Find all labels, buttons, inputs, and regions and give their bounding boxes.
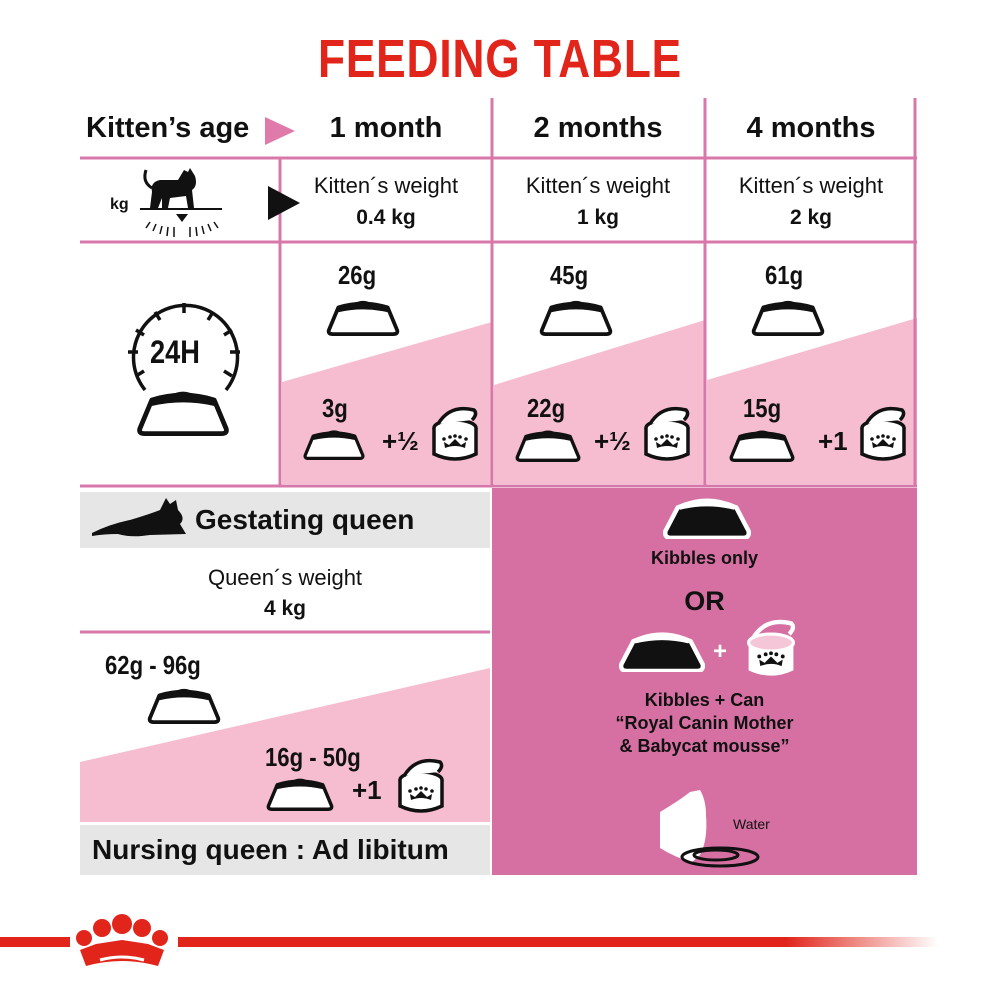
water-label: Water — [733, 816, 770, 832]
page-title: FEEDING TABLE — [317, 29, 683, 89]
column-header-4-months: 4 months — [746, 112, 876, 144]
bowl-icon — [140, 392, 227, 434]
weight-label: Kitten´s weight — [738, 173, 884, 198]
mixed-kibbles-amount: 3g — [322, 393, 348, 423]
nursing-queen-label: Nursing queen : Ad libitum — [92, 834, 449, 865]
queen-mixed-kibbles-amount: 16g - 50g — [265, 742, 361, 772]
queen-weight-label: Queen´s weight — [207, 565, 363, 590]
lying-cat-icon — [92, 498, 186, 537]
can-portion: +½ — [382, 426, 419, 456]
mixed-kibbles-amount: 22g — [527, 393, 566, 423]
bowl-icon — [515, 428, 581, 462]
bowl-icon — [326, 298, 400, 336]
or-label: OR — [684, 586, 725, 616]
age-arrow-icon — [265, 117, 295, 145]
kibbles-only-amount: 61g — [765, 260, 804, 290]
can-portion: +1 — [818, 426, 848, 456]
bowl-icon — [539, 298, 613, 336]
plus-sign: + — [713, 638, 728, 665]
mixed-diet-band-queen — [80, 668, 490, 822]
clock-24h-label: 24H — [150, 334, 200, 370]
column-header-2-months: 2 months — [533, 112, 663, 144]
nursing-bar — [80, 825, 490, 875]
weight-label: Kitten´s weight — [313, 173, 459, 198]
product-name-line2: & Babycat mousse” — [619, 736, 790, 756]
bowl-icon — [303, 428, 365, 460]
kitten-age-label: Kitten’s age — [86, 112, 250, 144]
mixed-kibbles-amount: 15g — [743, 393, 782, 423]
footer-red-line-right — [178, 937, 938, 947]
weight-value: 0.4 kg — [356, 206, 416, 229]
column-header-1-month: 1 month — [329, 112, 443, 144]
gestating-queen-label: Gestating queen — [195, 504, 415, 535]
can-portion: +½ — [594, 426, 631, 456]
queen-weight-value: 4 kg — [263, 597, 307, 620]
kitten-on-scale-icon — [140, 168, 222, 237]
clock-24h-icon — [128, 303, 240, 392]
weight-value: 1 kg — [576, 206, 620, 229]
kibbles-can-label: Kibbles + Can — [644, 690, 765, 710]
product-name-line1: “Royal Canin Mother — [615, 713, 794, 733]
weight-arrow-icon — [268, 186, 300, 220]
royal-canin-crown-logo — [76, 914, 168, 966]
queen-kibbles-only-amount: 62g - 96g — [105, 650, 201, 680]
bowl-icon — [147, 686, 221, 724]
queen-can-portion: +1 — [352, 775, 382, 805]
cat-drinking-water-icon — [660, 790, 760, 868]
weight-label: Kitten´s weight — [525, 173, 671, 198]
kibbles-only-amount: 26g — [338, 260, 377, 290]
kg-label: kg — [110, 196, 129, 213]
bowl-icon — [266, 776, 334, 811]
weight-value: 2 kg — [789, 206, 833, 229]
grid-lines — [80, 98, 917, 634]
kibbles-only-amount: 45g — [550, 260, 589, 290]
footer-red-line-left — [0, 937, 70, 947]
bowl-icon — [751, 298, 825, 336]
bowl-icon — [729, 428, 795, 462]
kibbles-only-label: Kibbles only — [650, 548, 758, 568]
